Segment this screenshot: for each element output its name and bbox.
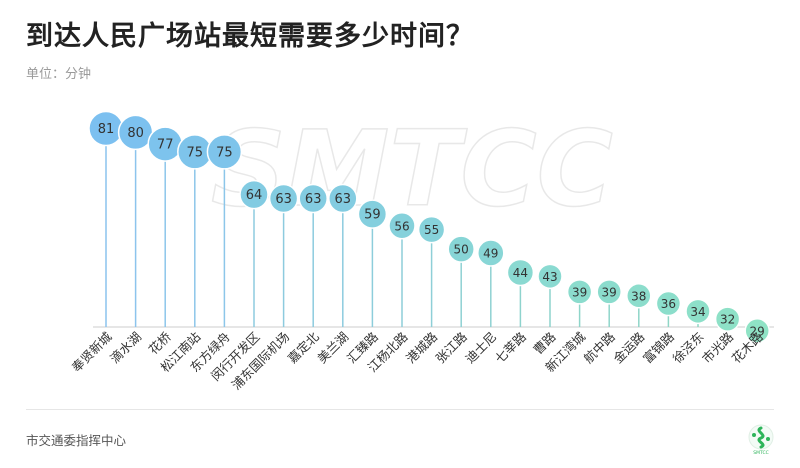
dot-5 [206, 134, 243, 170]
value-label-7: 63 [275, 192, 292, 207]
x-tick-label-13: 张江路 [433, 329, 470, 366]
value-label-8: 63 [305, 192, 322, 207]
value-label-3: 77 [157, 138, 174, 153]
value-label-15: 44 [513, 266, 528, 280]
svg-text:SMTCC: SMTCC [753, 450, 769, 455]
x-tick-label-20: 富锦路 [640, 329, 677, 366]
smtcc-logo: SMTCC [748, 424, 774, 455]
dot-12 [417, 215, 446, 244]
value-label-19: 38 [631, 289, 646, 303]
x-tick-label-15: 七莘路 [492, 329, 529, 366]
value-label-22: 32 [720, 313, 735, 327]
footer-divider [26, 409, 774, 410]
value-label-6: 64 [246, 188, 263, 203]
value-label-23: 29 [750, 324, 765, 338]
dot-6 [239, 179, 269, 210]
value-label-11: 56 [394, 219, 409, 233]
value-label-17: 39 [572, 285, 587, 299]
x-tick-label-12: 港城路 [403, 329, 440, 366]
dot-13 [447, 235, 475, 263]
value-label-18: 39 [602, 285, 617, 299]
x-tick-label-22: 市光路 [699, 329, 736, 366]
dot-21 [685, 298, 711, 325]
dot-22 [714, 306, 741, 332]
dot-7 [268, 183, 299, 214]
watermark: SMTCC [211, 108, 613, 230]
dot-10 [357, 199, 388, 229]
dot-8 [298, 183, 328, 214]
dot-16 [537, 263, 563, 290]
source-label: 市交通委指挥中心 [26, 433, 127, 448]
dot-14 [477, 239, 505, 267]
x-tick-label-21: 徐泾东 [669, 329, 706, 366]
x-tick-label-18: 航中路 [581, 329, 618, 366]
x-tick-label-1: 奉贤新城 [69, 329, 115, 375]
value-label-21: 34 [690, 305, 705, 319]
value-label-9: 63 [335, 192, 352, 207]
value-label-1: 81 [98, 122, 115, 137]
dot-23 [744, 318, 770, 344]
unit-label: 单位：分钟 [26, 67, 92, 82]
value-label-14: 49 [483, 246, 498, 260]
dot-19 [626, 283, 652, 309]
lollipop-chart: SMTCC 81 80 77 75 75 64 63 63 63 59 56 55 50 49 44 43 39… [69, 107, 774, 393]
value-label-4: 75 [187, 145, 204, 160]
value-label-12: 55 [424, 223, 439, 237]
value-label-13: 50 [454, 243, 469, 257]
chart-title: 到达人民广场站最短需要多少时间？ [26, 21, 474, 52]
x-tick-label-9: 美兰湖 [314, 329, 351, 366]
dot-17 [566, 279, 593, 305]
dot-15 [506, 258, 535, 287]
value-label-20: 36 [661, 297, 676, 311]
dot-9 [328, 183, 358, 214]
dot-18 [596, 279, 622, 305]
x-tick-label-14: 迪士尼 [462, 329, 499, 366]
value-label-2: 80 [127, 126, 144, 141]
dot-20 [655, 290, 682, 317]
value-label-16: 43 [542, 270, 557, 284]
value-label-5: 75 [216, 145, 233, 160]
x-tick-label-8: 嘉定北 [285, 329, 322, 366]
x-tick-label-19: 金运路 [610, 329, 647, 366]
dot-11 [388, 212, 416, 240]
dots-group: 81 80 77 75 75 64 63 63 63 59 56 55 50 49 44 43 39 39 38 36… [88, 110, 770, 344]
value-label-10: 59 [364, 208, 381, 223]
x-tick-label-2: 滴水湖 [107, 329, 144, 366]
